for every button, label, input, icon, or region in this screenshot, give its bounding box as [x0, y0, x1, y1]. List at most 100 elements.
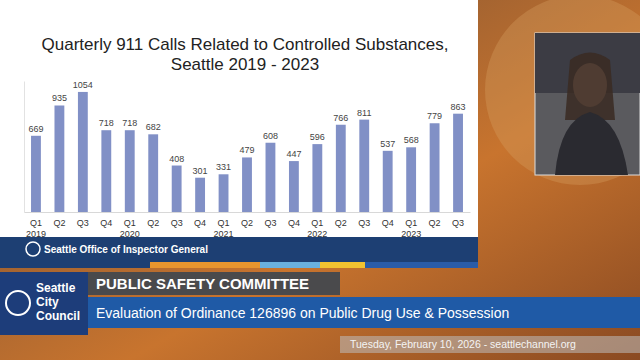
x-tick: Q4	[288, 212, 300, 228]
data-label: 669	[28, 124, 43, 134]
y-axis-line	[24, 82, 25, 213]
data-label: 682	[146, 122, 161, 132]
x-tick-label: Q4	[100, 218, 112, 228]
slide-stripe	[260, 262, 320, 268]
x-tick: Q3	[264, 212, 276, 228]
screen: Quarterly 911 Calls Related to Controlle…	[0, 0, 640, 360]
data-label: 1054	[73, 80, 93, 90]
x-tick: Q12019	[26, 212, 46, 239]
bars	[31, 92, 463, 212]
data-label: 301	[193, 166, 208, 176]
y-axis	[24, 82, 25, 213]
x-tick: Q4	[382, 212, 394, 228]
x-tick-label: Q3	[77, 218, 89, 228]
x-tick: Q4	[100, 212, 112, 228]
bar	[406, 147, 416, 212]
x-tick-label: Q12021	[214, 218, 234, 238]
data-label: 779	[427, 111, 442, 121]
committee-text: PUBLIC SAFETY COMMITTEE	[96, 275, 309, 292]
x-tick-label: Q2	[429, 218, 441, 228]
data-labels: 669 935 1054 718 718 682 408 301 331 479 608 447 596…	[28, 80, 465, 176]
x-tick-label: Q2	[335, 218, 347, 228]
x-tick: Q2	[241, 212, 253, 228]
x-tick-label: Q12020	[120, 218, 140, 238]
bar	[266, 143, 276, 212]
background	[0, 0, 640, 360]
date-text: Tuesday, February 10, 2026 - seattlechan…	[350, 338, 576, 350]
bar	[195, 178, 205, 212]
x-tick: Q12023	[401, 212, 421, 239]
x-tick: Q2	[429, 212, 441, 228]
x-tick: Q12021	[214, 212, 234, 239]
bar	[172, 166, 182, 212]
bar	[125, 130, 135, 212]
bar	[31, 136, 41, 212]
council-logo-text: SeattleCityCouncil	[36, 281, 80, 323]
date-bar	[340, 336, 640, 353]
x-tick-label: Q12023	[401, 218, 421, 238]
data-label: 537	[380, 139, 395, 149]
x-tick-label: Q3	[171, 218, 183, 228]
data-label: 408	[169, 154, 184, 164]
video-frame	[535, 33, 640, 175]
subject-text: Evaluation of Ordinance 126896 on Public…	[96, 305, 509, 321]
x-tick-label: Q12022	[307, 218, 327, 238]
data-label: 935	[52, 93, 67, 103]
x-tick: Q3	[171, 212, 183, 228]
x-tick: Q2	[147, 212, 159, 228]
data-label: 568	[404, 135, 419, 145]
x-tick: Q2	[53, 212, 65, 228]
oig-logo	[26, 242, 40, 256]
bar	[242, 157, 252, 212]
bar	[383, 151, 393, 212]
bar	[148, 134, 158, 212]
x-tick-label: Q3	[358, 218, 370, 228]
x-tick: Q2	[335, 212, 347, 228]
x-tick-label: Q4	[382, 218, 394, 228]
bar	[54, 105, 64, 212]
x-tick: Q4	[194, 212, 206, 228]
seal-watermark	[485, 0, 640, 185]
data-label: 608	[263, 131, 278, 141]
speaker-video	[535, 33, 640, 175]
data-label: 863	[451, 102, 466, 112]
data-label: 811	[357, 108, 371, 118]
x-tick-label: Q12019	[26, 218, 46, 238]
x-tick-label: Q2	[241, 218, 253, 228]
slide-stripe	[150, 262, 260, 268]
subject-bar	[88, 297, 640, 328]
council-logo-box	[0, 272, 88, 335]
speaker-body	[555, 112, 628, 175]
x-tick-label: Q2	[53, 218, 65, 228]
x-axis: Q12019 Q2 Q3 Q4 Q12020 Q2 Q3 Q4 Q12021 Q2 Q3 Q4 Q120…	[25, 212, 471, 239]
data-label: 718	[99, 118, 114, 128]
x-axis-line	[25, 212, 471, 213]
slide-banner	[0, 237, 478, 262]
x-tick: Q12022	[307, 212, 327, 239]
bar	[78, 92, 88, 212]
slide	[0, 0, 478, 268]
x-tick: Q3	[358, 212, 370, 228]
x-tick-label: Q4	[288, 218, 300, 228]
bar	[359, 120, 369, 212]
data-label: 331	[216, 162, 231, 172]
data-label: 596	[310, 132, 325, 142]
banner-text: Seattle Office of Inspector General	[44, 244, 208, 255]
slide-stripe	[320, 262, 365, 268]
x-tick: Q3	[452, 212, 464, 228]
bar	[219, 174, 229, 212]
bar	[430, 123, 440, 212]
data-label: 447	[286, 149, 301, 159]
data-label: 766	[333, 113, 348, 123]
data-label: 479	[239, 145, 254, 155]
slide-stripe	[365, 262, 478, 268]
data-label: 718	[122, 118, 137, 128]
bar	[289, 161, 299, 212]
speaker-hair	[565, 53, 615, 121]
bar	[312, 144, 322, 212]
x-tick-label: Q2	[147, 218, 159, 228]
committee-bar	[88, 272, 340, 295]
x-tick-label: Q3	[264, 218, 276, 228]
x-tick-label: Q4	[194, 218, 206, 228]
x-tick: Q12020	[120, 212, 140, 239]
